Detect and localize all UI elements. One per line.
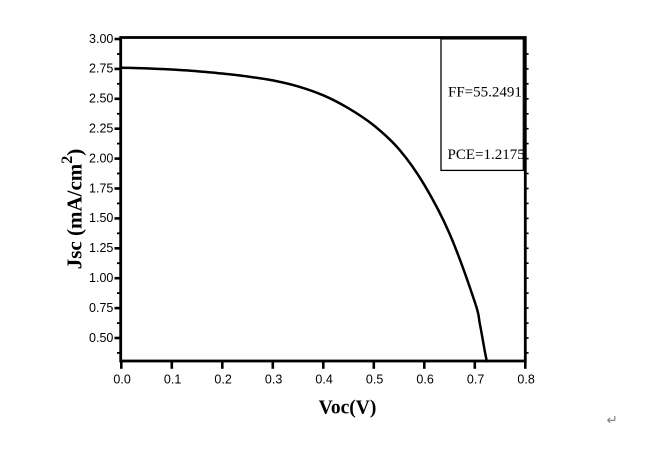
svg-text:Voc(V): Voc(V) bbox=[319, 398, 377, 419]
svg-text:1.25: 1.25 bbox=[89, 241, 113, 255]
svg-text:0.0: 0.0 bbox=[113, 373, 130, 387]
svg-text:0.5: 0.5 bbox=[366, 373, 383, 387]
svg-text:0.4: 0.4 bbox=[315, 373, 332, 387]
svg-text:0.8: 0.8 bbox=[517, 373, 534, 387]
svg-text:1.00: 1.00 bbox=[89, 271, 113, 285]
svg-text:1.75: 1.75 bbox=[89, 181, 113, 195]
svg-text:2.50: 2.50 bbox=[89, 92, 113, 106]
svg-text:0.2: 0.2 bbox=[214, 373, 231, 387]
svg-text:PCE=1.2175: PCE=1.2175 bbox=[448, 147, 525, 163]
svg-text:0.1: 0.1 bbox=[164, 373, 181, 387]
svg-text:0.3: 0.3 bbox=[265, 373, 282, 387]
svg-text:0.7: 0.7 bbox=[467, 373, 484, 387]
svg-text:1.50: 1.50 bbox=[89, 211, 113, 225]
svg-text:0.75: 0.75 bbox=[89, 301, 113, 315]
svg-text:0.50: 0.50 bbox=[89, 331, 113, 345]
svg-text:↵: ↵ bbox=[607, 413, 618, 428]
svg-text:2.75: 2.75 bbox=[89, 62, 113, 76]
svg-text:2.00: 2.00 bbox=[89, 151, 113, 165]
svg-text:3.00: 3.00 bbox=[89, 32, 113, 46]
svg-text:Jsc (mA/cm2): Jsc (mA/cm2) bbox=[59, 149, 87, 270]
svg-text:0.6: 0.6 bbox=[416, 373, 433, 387]
svg-text:FF=55.2491: FF=55.2491 bbox=[448, 85, 522, 101]
svg-text:2.25: 2.25 bbox=[89, 122, 113, 136]
